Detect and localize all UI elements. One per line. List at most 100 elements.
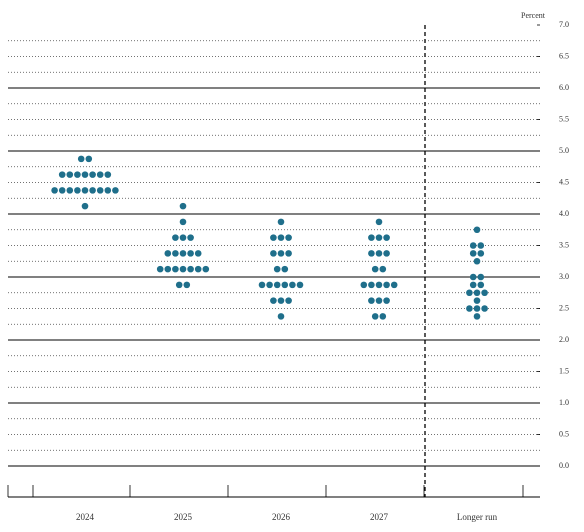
dot: [473, 297, 481, 304]
dot: [58, 171, 66, 178]
dot: [277, 297, 285, 304]
dot: [296, 281, 304, 289]
dot: [477, 242, 485, 249]
dot: [390, 281, 398, 289]
dot: [58, 187, 66, 194]
dot: [194, 265, 202, 273]
dot: [89, 187, 96, 194]
dot: [375, 281, 383, 289]
dot: [104, 171, 112, 178]
dot: [360, 281, 368, 289]
y-tick-label: 2.0: [559, 335, 569, 344]
dot: [281, 281, 289, 289]
dot: [81, 187, 89, 194]
dot: [383, 250, 390, 257]
dot: [289, 281, 296, 289]
dot: [89, 171, 96, 178]
dot: [285, 234, 292, 241]
dot: [481, 289, 488, 297]
dot: [368, 234, 375, 241]
dot: [172, 265, 179, 273]
y-tick-label: 6.0: [559, 83, 569, 92]
dot: [481, 305, 488, 312]
dot: [277, 250, 285, 257]
dot: [379, 265, 387, 273]
dot: [273, 281, 281, 289]
dot: [466, 305, 473, 312]
dot: [179, 218, 187, 226]
dot: [273, 265, 281, 273]
dot: [179, 265, 187, 273]
dot: [104, 187, 112, 194]
y-tick-label: 3.5: [559, 240, 569, 249]
dot: [81, 202, 89, 210]
dot: [51, 187, 58, 194]
dot: [383, 297, 390, 304]
dot: [473, 289, 481, 297]
dot: [164, 250, 172, 257]
dot: [194, 250, 202, 257]
dot: [179, 202, 187, 210]
y-tick-label: 3.0: [559, 272, 569, 281]
dot: [270, 297, 277, 304]
dot: [172, 250, 179, 257]
dot: [187, 234, 194, 241]
dot: [281, 265, 289, 273]
dot: [473, 313, 481, 320]
dot: [477, 273, 485, 281]
x-tick-label: 2026: [272, 512, 291, 522]
dot: [383, 281, 390, 289]
dot: [202, 265, 210, 273]
dot: [375, 250, 383, 257]
dot: [368, 281, 375, 289]
x-tick-label: 2025: [174, 512, 193, 522]
dot: [469, 281, 477, 289]
dot: [371, 265, 379, 273]
y-tick-label: 6.5: [559, 51, 569, 60]
dot: [270, 234, 277, 241]
y-tick-label: 0.0: [559, 461, 569, 470]
y-tick-label: 1.5: [559, 366, 569, 375]
dot: [371, 313, 379, 320]
dot: [375, 234, 383, 241]
dot: [469, 250, 477, 257]
dot: [379, 313, 387, 320]
dot: [187, 250, 194, 257]
dot: [81, 171, 89, 178]
x-tick-label: 2024: [76, 512, 95, 522]
y-tick-label: 7.0: [559, 20, 569, 29]
dot: [66, 171, 74, 178]
dot: [285, 250, 292, 257]
x-tick-label: 2027: [370, 512, 389, 522]
dot: [112, 187, 119, 194]
dot: [277, 313, 285, 320]
y-tick-label: 2.5: [559, 303, 569, 312]
dot: [258, 281, 266, 289]
dot: [469, 242, 477, 249]
y-tick-label: 5.0: [559, 146, 569, 155]
dot: [473, 226, 481, 234]
axis-label: Percent: [521, 11, 546, 20]
dot: [85, 155, 93, 163]
dot: [368, 297, 375, 304]
dot: [375, 297, 383, 304]
y-tick-label: 0.5: [559, 429, 569, 438]
dot: [179, 250, 187, 257]
dot: [469, 273, 477, 281]
dot: [368, 250, 375, 257]
x-tick-label: Longer run: [457, 512, 498, 522]
dot: [266, 281, 273, 289]
dot: [375, 218, 383, 226]
dot: [383, 234, 390, 241]
dot: [77, 155, 85, 163]
y-tick-label: 1.0: [559, 398, 569, 407]
dot: [66, 187, 74, 194]
dot: [156, 265, 164, 273]
dot: [285, 297, 292, 304]
dot: [175, 281, 183, 289]
dot: [477, 281, 485, 289]
dot: [164, 265, 172, 273]
dot: [270, 250, 277, 257]
dot: [466, 289, 473, 297]
